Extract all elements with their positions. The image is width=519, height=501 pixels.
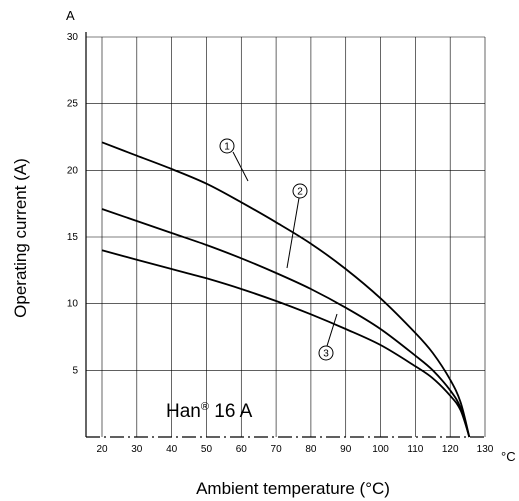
y-tick-label-5: 5 — [72, 365, 78, 376]
curve-2 — [101, 208, 471, 438]
y-tick-label-10: 10 — [67, 299, 79, 310]
y-unit-label: A — [66, 8, 75, 23]
x-tick-label-70: 70 — [271, 444, 283, 455]
x-tick-label-60: 60 — [236, 444, 248, 455]
marker-leader-3 — [326, 313, 338, 347]
x-unit-label: °C — [501, 449, 516, 464]
chart-annotation: Han® 16 A — [166, 401, 253, 422]
annotation-sup: ® — [201, 401, 209, 413]
curves — [101, 141, 471, 438]
x-tick-label-30: 30 — [131, 444, 143, 455]
axes — [85, 32, 485, 438]
marker-leader-1 — [232, 151, 249, 182]
annotation-main: Han — [166, 401, 201, 422]
y-tick-label-15: 15 — [67, 232, 79, 243]
marker-circle-1 — [219, 138, 235, 154]
x-tick-labels: 20 30 40 50 60 70 80 90 100 110 120 130 — [96, 444, 493, 455]
y-tick-label-30: 30 — [67, 32, 79, 43]
x-tick-label-90: 90 — [340, 444, 352, 455]
y-tick-labels: 5 10 15 20 25 30 — [67, 32, 79, 376]
marker-leader-2 — [286, 197, 300, 269]
marker-label-2: 2 — [297, 187, 303, 198]
curve-markers: 1 2 3 — [219, 138, 338, 361]
x-tick-label-130: 130 — [477, 444, 494, 455]
x-tick-label-20: 20 — [96, 444, 108, 455]
marker-label-3: 3 — [323, 349, 329, 360]
x-tick-label-40: 40 — [166, 444, 178, 455]
marker-circle-2 — [292, 183, 308, 199]
marker-label-1: 1 — [224, 142, 230, 153]
y-axis-title: Operating current (A) — [11, 158, 30, 318]
y-tick-label-20: 20 — [67, 165, 79, 176]
x-tick-label-120: 120 — [442, 444, 459, 455]
x-tick-label-50: 50 — [201, 444, 213, 455]
y-tick-label-25: 25 — [67, 99, 79, 110]
annotation-rest: 16 A — [209, 401, 253, 422]
x-tick-label-110: 110 — [407, 444, 423, 455]
curve-1 — [101, 141, 471, 438]
x-axis-title: Ambient temperature (°C) — [196, 479, 390, 498]
x-tick-label-80: 80 — [305, 444, 317, 455]
marker-circle-3 — [318, 345, 334, 361]
curve-3 — [101, 249, 471, 438]
x-tick-label-100: 100 — [372, 444, 389, 455]
